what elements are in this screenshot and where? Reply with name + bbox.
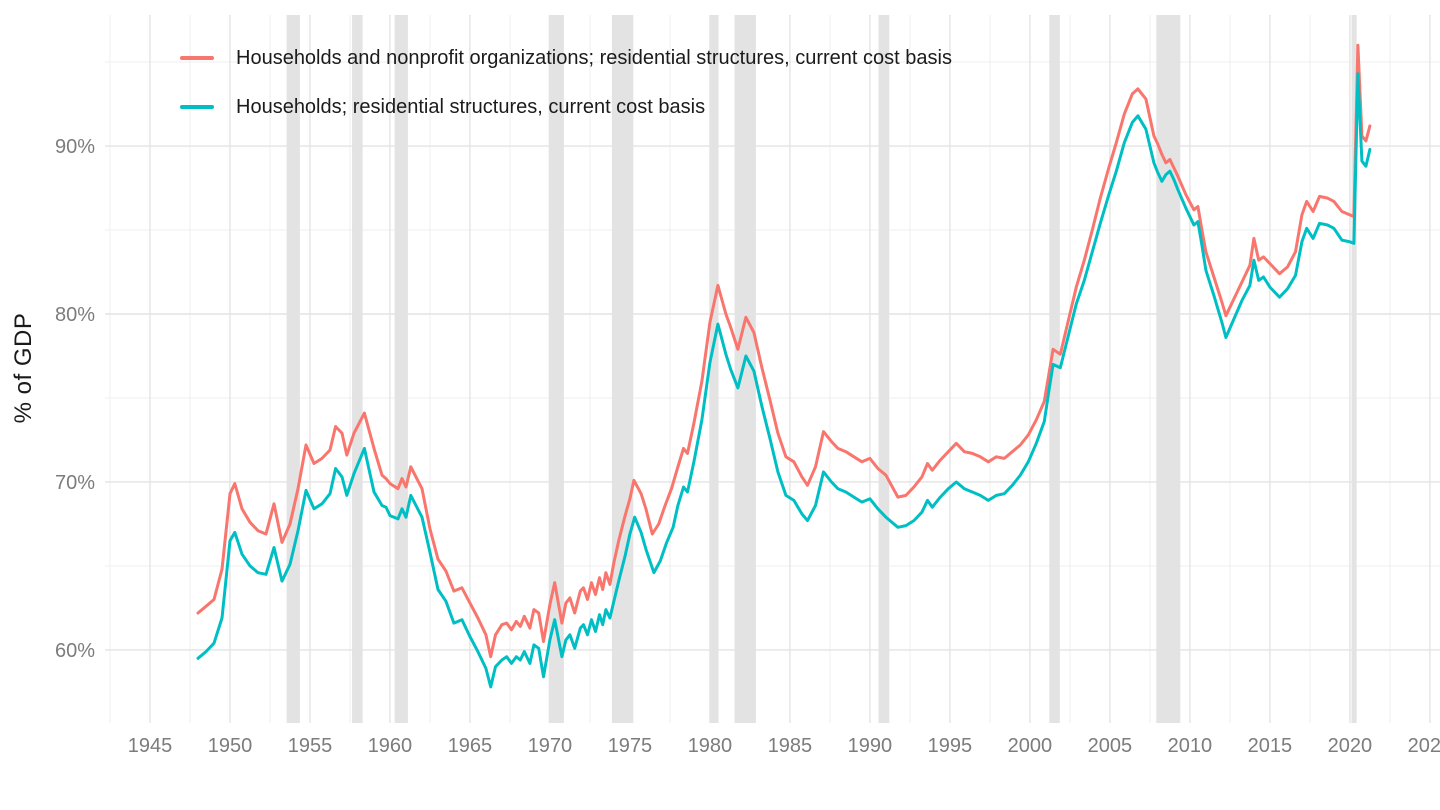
- recession-band: [1049, 15, 1060, 723]
- legend-swatch-red-line: [180, 56, 214, 60]
- y-tick-label: 70%: [55, 472, 95, 494]
- x-tick-label: 1995: [928, 735, 973, 757]
- x-tick-label: 1990: [848, 735, 893, 757]
- recession-band: [734, 15, 756, 723]
- legend-item-households: Households; residential structures, curr…: [180, 93, 952, 121]
- y-tick-label: 60%: [55, 640, 95, 662]
- x-tick-label: 1975: [608, 735, 653, 757]
- recession-bands: [286, 15, 1357, 723]
- series-line-0: [196, 43, 1372, 659]
- legend-swatch-teal-line: [180, 105, 214, 109]
- x-tick-label: 2015: [1248, 735, 1293, 757]
- series-lines: [196, 43, 1372, 689]
- recession-band: [352, 15, 363, 723]
- x-tick-label: 1945: [128, 735, 173, 757]
- y-axis-title: % of GDP: [10, 312, 37, 424]
- x-tick-label: 1985: [768, 735, 813, 757]
- legend-item-households-and-nonprofit: Households and nonprofit organizations; …: [180, 44, 952, 72]
- x-tick-label: 1965: [448, 735, 493, 757]
- x-tick-label: 2020: [1328, 735, 1373, 757]
- legend-label-households-and-nonprofit: Households and nonprofit organizations; …: [236, 46, 952, 69]
- y-tick-label: 80%: [55, 304, 95, 326]
- x-tick-label: 2000: [1008, 735, 1053, 757]
- series-line-1: [196, 72, 1372, 689]
- gridlines-minor: [105, 15, 1440, 723]
- recession-band: [286, 15, 300, 723]
- recession-band: [1156, 15, 1181, 723]
- x-tick-label: 1955: [288, 735, 333, 757]
- x-axis-tick-labels: 1945 1950 1955 1960 1965 1970 1975 1980 1985 1990…: [128, 735, 1440, 757]
- x-tick-label: 1960: [368, 735, 413, 757]
- recession-band: [394, 15, 408, 723]
- y-axis-tick-labels: 60% 70% 80% 90%: [55, 136, 95, 662]
- x-tick-label: 2010: [1168, 735, 1213, 757]
- recession-band: [1351, 15, 1357, 723]
- x-tick-label: 1980: [688, 735, 733, 757]
- recession-band: [878, 15, 890, 723]
- x-tick-label: 1970: [528, 735, 573, 757]
- x-tick-label: 2025: [1408, 735, 1440, 757]
- x-tick-label: 2005: [1088, 735, 1133, 757]
- x-tick-label: 1950: [208, 735, 253, 757]
- recession-band: [709, 15, 719, 723]
- recession-band: [548, 15, 564, 723]
- y-tick-label: 90%: [55, 136, 95, 158]
- legend: Households and nonprofit organizations; …: [180, 44, 952, 142]
- legend-label-households: Households; residential structures, curr…: [236, 95, 706, 118]
